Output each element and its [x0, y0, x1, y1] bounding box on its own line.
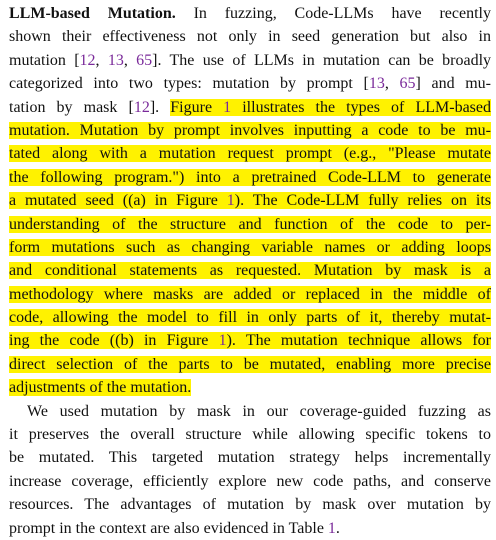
- text-line: We used mutation by mask in our coverage…: [9, 400, 491, 423]
- text-segment: mutation [: [9, 51, 80, 69]
- section-heading: LLM-based Mutation.: [9, 5, 176, 22]
- text-segment: shown their effectiveness not only in se…: [9, 28, 491, 46]
- text-line: prompt in the context are also evidenced…: [9, 517, 491, 540]
- citation-link[interactable]: 1: [218, 332, 227, 350]
- text-segment: We used mutation by mask in our coverage…: [27, 402, 491, 420]
- text-line: tated along with a mutation request prom…: [9, 142, 491, 165]
- highlighted-text: the following program.") into a pretrain…: [9, 168, 491, 186]
- highlighted-text: ). The mutation technique allows for: [226, 332, 492, 350]
- highlighted-text: and conditional statements as requested.…: [9, 262, 491, 280]
- citation-link[interactable]: 1: [223, 98, 232, 116]
- text-segment: it preserves the overall structure while…: [9, 426, 491, 444]
- text-line: the following program.") into a pretrain…: [9, 166, 491, 189]
- text-segment: ,: [123, 51, 137, 69]
- highlighted-text: methodology where masks are added or rep…: [9, 285, 491, 303]
- text-line: form mutations such as changing variable…: [9, 236, 491, 259]
- highlighted-text: understanding of the structure and funct…: [9, 215, 491, 233]
- text-segment: ] and mu-: [415, 75, 492, 93]
- text-segment: ]. The use of LLMs in mutation can be br…: [152, 51, 492, 69]
- text-segment: ,: [95, 51, 108, 69]
- text-line: shown their effectiveness not only in se…: [9, 25, 491, 48]
- text-segment: categorized into two types: mutation by …: [9, 75, 369, 93]
- citation-link[interactable]: 65: [136, 51, 153, 69]
- text-line: tation by mask [12]. Figure 1 illustrate…: [9, 96, 492, 119]
- text-segment: ,: [384, 75, 400, 93]
- highlighted-text: Figure: [170, 98, 224, 116]
- text-line: increase coverage, efficiently explore n…: [9, 470, 491, 493]
- citation-link[interactable]: 13: [368, 75, 385, 93]
- text-line: methodology where masks are added or rep…: [9, 283, 491, 306]
- citation-link[interactable]: 1: [226, 192, 235, 210]
- text-line: ing the code ((b) in Figure 1). The muta…: [9, 329, 492, 352]
- highlighted-text: adjustments of the mutation.: [9, 379, 192, 397]
- paragraph-mutation-by-mask-usage: We used mutation by mask in our coverage…: [9, 400, 491, 540]
- highlighted-text: a mutated seed ((a) in Figure: [9, 192, 227, 210]
- highlighted-text: ing the code ((b) in Figure: [9, 332, 219, 350]
- citation-link[interactable]: 12: [133, 98, 150, 116]
- text-line: understanding of the structure and funct…: [9, 213, 491, 236]
- text-line: and conditional statements as requested.…: [9, 259, 491, 282]
- paragraph-llm-based-mutation: LLM-based Mutation. In fuzzing, Code-LLM…: [9, 2, 492, 400]
- text-line: mutation. Mutation by prompt involves in…: [9, 119, 491, 142]
- text-line: mutation [12, 13, 65]. The use of LLMs i…: [9, 49, 491, 72]
- text-segment: be mutated. This targeted mutation strat…: [9, 449, 491, 467]
- highlighted-text: illustrates the types of LLM-based: [231, 98, 492, 116]
- text-line: a mutated seed ((a) in Figure 1). The Co…: [9, 189, 491, 212]
- text-line: it preserves the overall structure while…: [9, 423, 491, 446]
- text-line: be mutated. This targeted mutation strat…: [9, 446, 491, 469]
- highlighted-text: code, allowing the model to fill in only…: [9, 309, 491, 327]
- text-line: direct selection of the parts to be muta…: [9, 353, 491, 376]
- document-body: LLM-based Mutation. In fuzzing, Code-LLM…: [9, 2, 492, 540]
- citation-link[interactable]: 13: [107, 51, 124, 69]
- text-line: LLM-based Mutation. In fuzzing, Code-LLM…: [9, 2, 491, 25]
- text-line: categorized into two types: mutation by …: [9, 72, 491, 95]
- highlighted-text: mutation. Mutation by prompt involves in…: [9, 121, 491, 139]
- text-segment: tation by mask [: [9, 98, 134, 116]
- highlighted-text: form mutations such as changing variable…: [9, 238, 491, 256]
- highlighted-text: tated along with a mutation request prom…: [9, 145, 491, 163]
- text-segment: ].: [149, 98, 171, 116]
- text-segment: increase coverage, efficiently explore n…: [9, 472, 491, 490]
- text-segment: .: [335, 519, 340, 537]
- citation-link[interactable]: 1: [327, 519, 336, 537]
- citation-link[interactable]: 12: [79, 51, 96, 69]
- text-line: adjustments of the mutation.: [9, 376, 491, 399]
- highlighted-text: ). The Code-LLM fully relies on its: [234, 192, 491, 210]
- citation-link[interactable]: 65: [399, 75, 416, 93]
- highlighted-text: direct selection of the parts to be muta…: [9, 355, 491, 373]
- text-line: code, allowing the model to fill in only…: [9, 306, 491, 329]
- text-segment: prompt in the context are also evidenced…: [9, 519, 328, 537]
- text-segment: In fuzzing, Code-LLMs have recently: [193, 5, 491, 22]
